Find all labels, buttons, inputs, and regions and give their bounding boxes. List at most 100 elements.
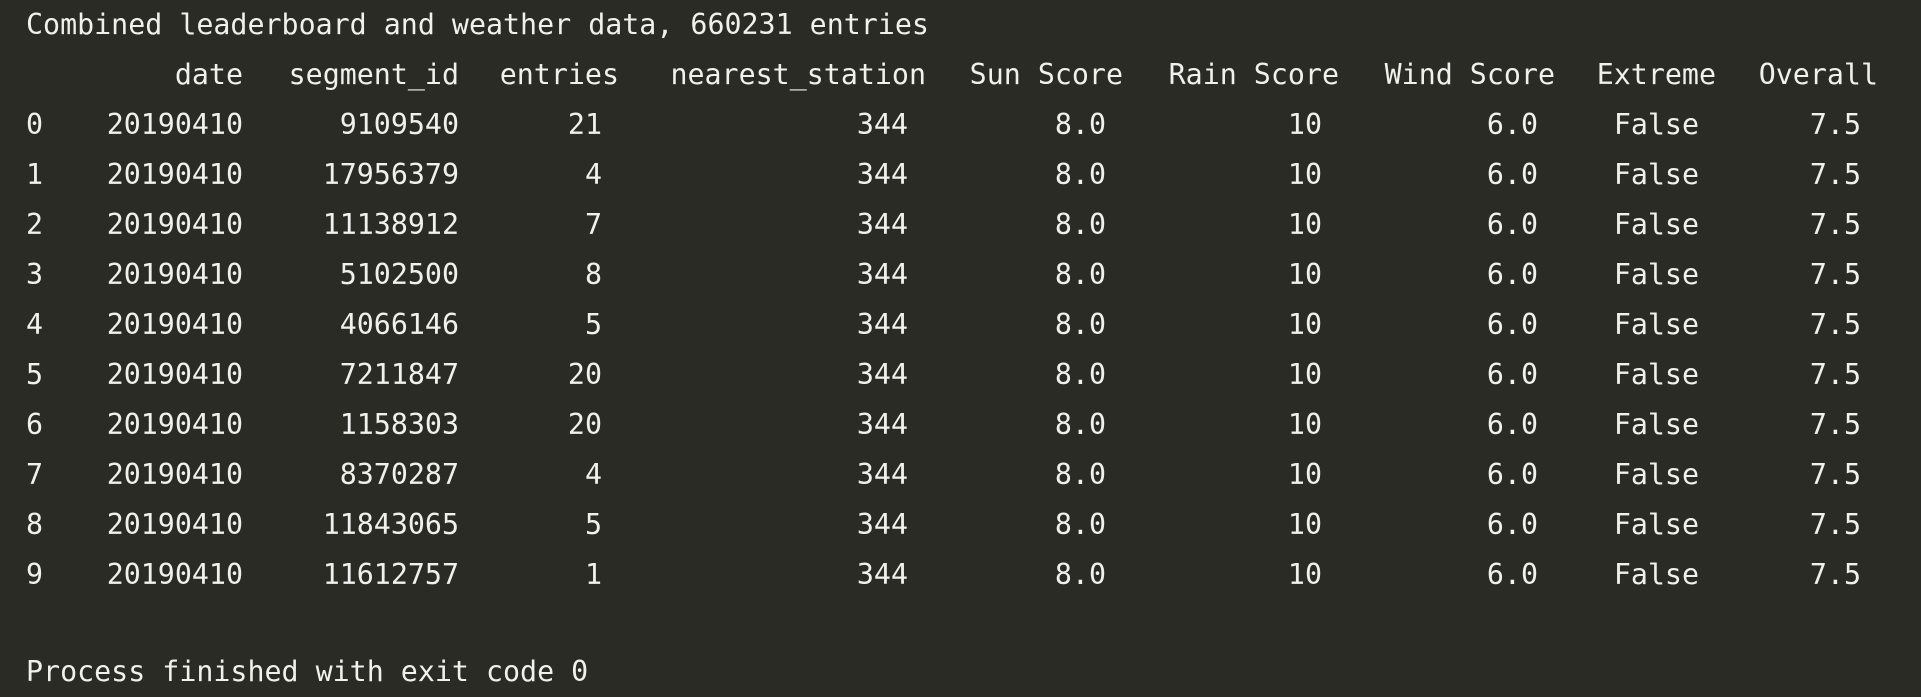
cell-extreme: False (1613, 158, 1699, 191)
cell-segment-id: 11612757 (322, 558, 459, 591)
cell-nearest-station: 344 (856, 258, 908, 291)
cell-entries: 5 (584, 308, 602, 341)
cell-wind-score: 6.0 (1486, 508, 1538, 541)
table-row: 4 20190410 4066146 5 344 8.0 10 6.0 False 7.5 (0, 300, 1921, 350)
cell-date: 20190410 (106, 108, 243, 141)
cell-wind-score: 6.0 (1486, 458, 1538, 491)
cell-date: 20190410 (106, 258, 243, 291)
cell-extreme: False (1613, 508, 1699, 541)
cell-date: 20190410 (106, 458, 243, 491)
cell-sun-score: 8.0 (1054, 508, 1106, 541)
cell-overall: 7.5 (1809, 108, 1861, 141)
cell-rain-score: 10 (1287, 308, 1322, 341)
cell-segment-id: 1158303 (339, 408, 459, 441)
cell-sun-score: 8.0 (1054, 158, 1106, 191)
table-row: 5 20190410 7211847 20 344 8.0 10 6.0 False 7.5 (0, 350, 1921, 400)
table-row: 6 20190410 1158303 20 344 8.0 10 6.0 False 7.5 (0, 400, 1921, 450)
cell-segment-id: 7211847 (339, 358, 459, 391)
cell-rain-score: 10 (1287, 108, 1322, 141)
cell-wind-score: 6.0 (1486, 358, 1538, 391)
cell-segment-id: 11843065 (322, 508, 459, 541)
cell-overall: 7.5 (1809, 208, 1861, 241)
cell-sun-score: 8.0 (1054, 208, 1106, 241)
cell-wind-score: 6.0 (1486, 258, 1538, 291)
row-index: 7 (26, 458, 44, 491)
cell-entries: 20 (567, 408, 602, 441)
table-row: 2 20190410 11138912 7 344 8.0 10 6.0 False 7.5 (0, 200, 1921, 250)
cell-rain-score: 10 (1287, 408, 1322, 441)
cell-wind-score: 6.0 (1486, 308, 1538, 341)
cell-nearest-station: 344 (856, 458, 908, 491)
cell-date: 20190410 (106, 358, 243, 391)
table-header: date segment_id entries nearest_station … (0, 50, 1921, 100)
cell-extreme: False (1613, 258, 1699, 291)
cell-entries: 21 (567, 108, 602, 141)
cell-overall: 7.5 (1809, 458, 1861, 491)
cell-segment-id: 11138912 (322, 208, 459, 241)
cell-nearest-station: 344 (856, 358, 908, 391)
cell-wind-score: 6.0 (1486, 108, 1538, 141)
cell-date: 20190410 (106, 408, 243, 441)
cell-extreme: False (1613, 458, 1699, 491)
cell-entries: 4 (584, 158, 602, 191)
header-overall: Overall (1758, 58, 1878, 91)
row-index: 9 (26, 558, 44, 591)
row-index: 0 (26, 108, 44, 141)
cell-rain-score: 10 (1287, 558, 1322, 591)
cell-overall: 7.5 (1809, 308, 1861, 341)
cell-extreme: False (1613, 308, 1699, 341)
cell-extreme: False (1613, 358, 1699, 391)
header-segment-id: segment_id (288, 58, 459, 91)
cell-sun-score: 8.0 (1054, 458, 1106, 491)
cell-wind-score: 6.0 (1486, 208, 1538, 241)
cell-segment-id: 5102500 (339, 258, 459, 291)
cell-entries: 4 (584, 458, 602, 491)
cell-overall: 7.5 (1809, 258, 1861, 291)
table-row: 9 20190410 11612757 1 344 8.0 10 6.0 False 7.5 (0, 550, 1921, 600)
cell-date: 20190410 (106, 208, 243, 241)
cell-rain-score: 10 (1287, 458, 1322, 491)
cell-extreme: False (1613, 558, 1699, 591)
cell-overall: 7.5 (1809, 508, 1861, 541)
cell-nearest-station: 344 (856, 508, 908, 541)
cell-nearest-station: 344 (856, 108, 908, 141)
cell-segment-id: 8370287 (339, 458, 459, 491)
cell-rain-score: 10 (1287, 358, 1322, 391)
cell-overall: 7.5 (1809, 408, 1861, 441)
header-nearest-station: nearest_station (670, 58, 926, 91)
cell-overall: 7.5 (1809, 158, 1861, 191)
cell-rain-score: 10 (1287, 258, 1322, 291)
table-row: 1 20190410 17956379 4 344 8.0 10 6.0 False 7.5 (0, 150, 1921, 200)
cell-date: 20190410 (106, 158, 243, 191)
cell-nearest-station: 344 (856, 308, 908, 341)
cell-rain-score: 10 (1287, 208, 1322, 241)
cell-date: 20190410 (106, 308, 243, 341)
cell-entries: 1 (584, 558, 602, 591)
cell-nearest-station: 344 (856, 208, 908, 241)
cell-sun-score: 8.0 (1054, 258, 1106, 291)
row-index: 4 (26, 308, 44, 341)
cell-sun-score: 8.0 (1054, 358, 1106, 391)
summary-line: Combined leaderboard and weather data, 6… (26, 8, 929, 41)
header-extreme: Extreme (1596, 58, 1716, 91)
cell-segment-id: 9109540 (339, 108, 459, 141)
header-wind-score: Wind Score (1384, 58, 1555, 91)
exit-status-line: Process finished with exit code 0 (26, 655, 589, 688)
cell-entries: 8 (584, 258, 602, 291)
header-entries: entries (499, 58, 619, 91)
cell-rain-score: 10 (1287, 508, 1322, 541)
header-date: date (174, 58, 243, 91)
cell-entries: 20 (567, 358, 602, 391)
cell-date: 20190410 (106, 508, 243, 541)
cell-segment-id: 4066146 (339, 308, 459, 341)
row-index: 2 (26, 208, 44, 241)
table-row: 7 20190410 8370287 4 344 8.0 10 6.0 False 7.5 (0, 450, 1921, 500)
cell-entries: 7 (584, 208, 602, 241)
cell-sun-score: 8.0 (1054, 408, 1106, 441)
cell-wind-score: 6.0 (1486, 408, 1538, 441)
cell-nearest-station: 344 (856, 558, 908, 591)
row-index: 3 (26, 258, 44, 291)
cell-wind-score: 6.0 (1486, 558, 1538, 591)
row-index: 1 (26, 158, 44, 191)
